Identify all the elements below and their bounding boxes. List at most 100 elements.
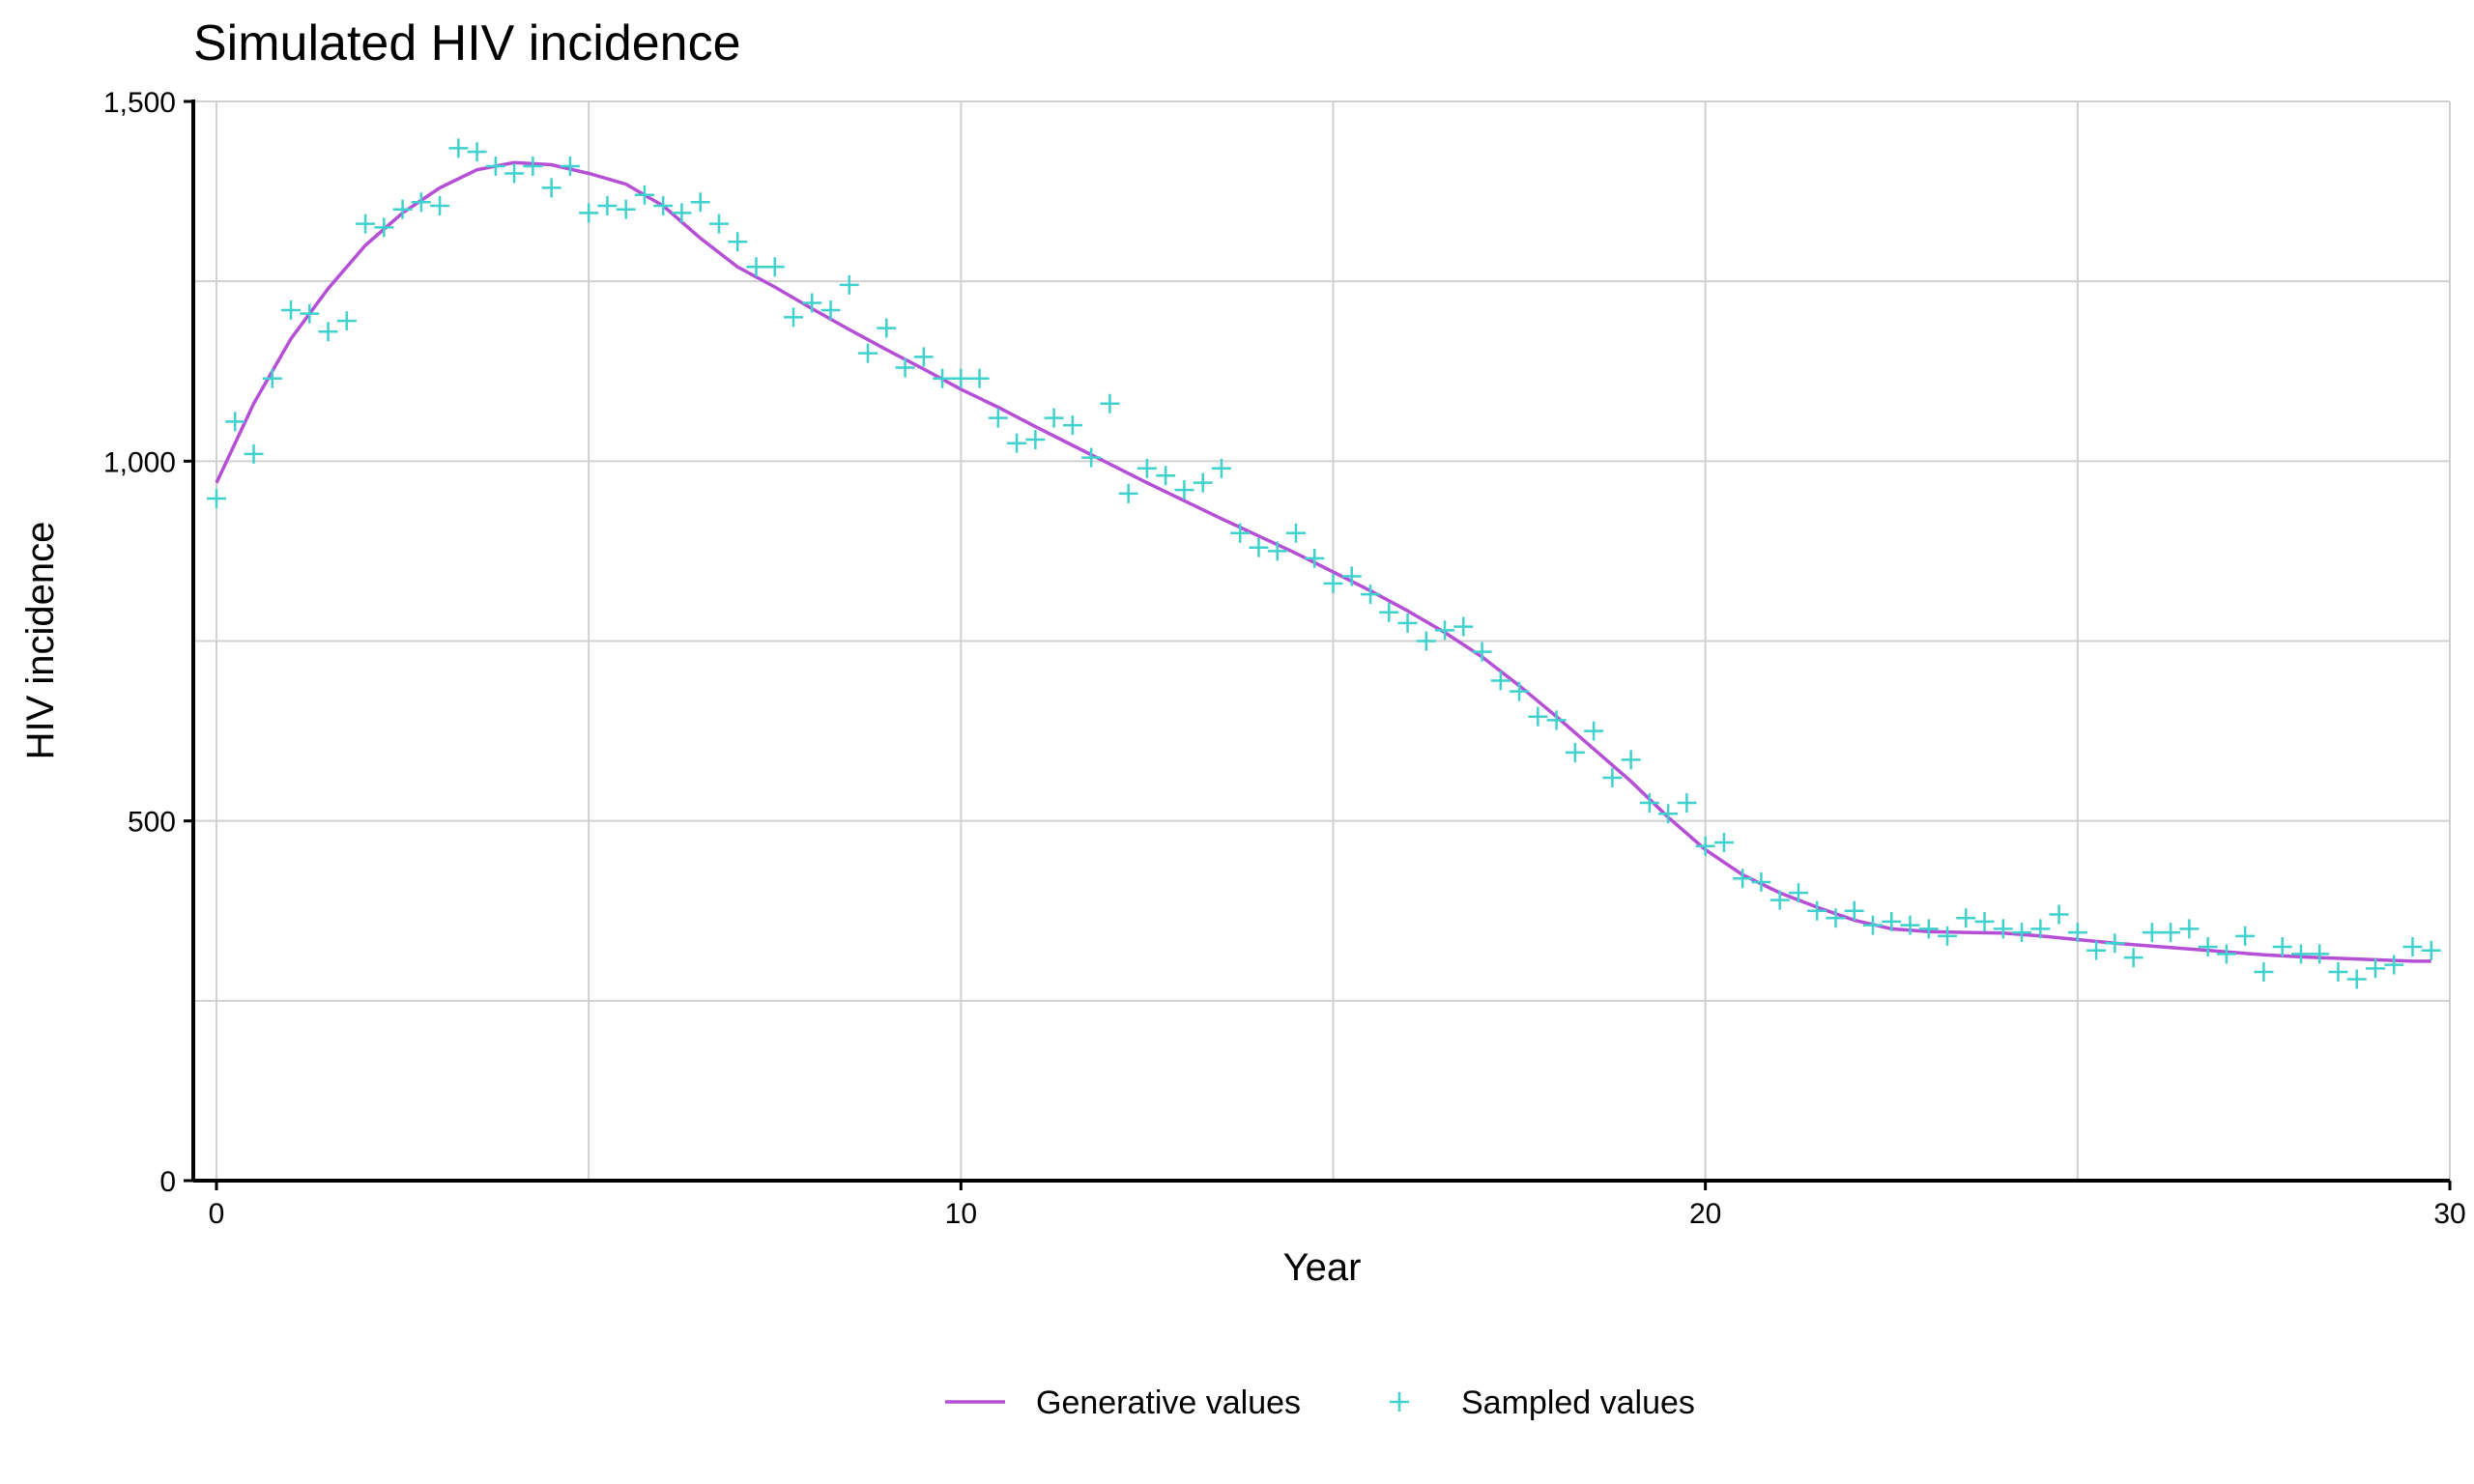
- sampled-point: [2328, 962, 2348, 983]
- gridlines: [193, 100, 2451, 1181]
- sampled-point: [1565, 742, 1585, 762]
- sampled-point: [2179, 919, 2200, 939]
- sampled-point: [2384, 955, 2404, 975]
- sampled-point: [2365, 958, 2385, 979]
- series-line-generative: [215, 160, 2431, 963]
- sampled-point: [1341, 566, 1362, 586]
- sampled-point: [820, 300, 841, 320]
- sampled-point: [1230, 523, 1251, 543]
- sampled-point: [913, 347, 934, 367]
- sampled-point: [300, 303, 320, 324]
- sampled-point: [1249, 537, 1269, 557]
- sampled-point: [2067, 923, 2087, 943]
- sampled-point: [1472, 642, 1492, 662]
- sampled-point: [411, 192, 431, 213]
- sampled-point: [1435, 620, 1455, 641]
- sampled-point: [1844, 900, 1864, 921]
- sampled-point: [523, 157, 543, 177]
- sampled-point: [1528, 706, 1548, 727]
- chart-title: Simulated HIV incidence: [193, 15, 741, 71]
- sampled-point: [1416, 631, 1436, 651]
- sampled-point: [2086, 940, 2107, 960]
- sampled-point: [2216, 944, 2236, 964]
- sampled-point: [858, 343, 878, 363]
- sampled-point: [895, 357, 915, 378]
- sampled-point: [1136, 458, 1157, 478]
- sampled-point: [1900, 915, 1920, 935]
- sampled-point: [1733, 869, 1753, 889]
- sampled-point: [1584, 721, 1604, 741]
- sampled-point: [2049, 904, 2069, 925]
- sampled-point: [746, 257, 766, 277]
- sampled-point: [1267, 541, 1287, 561]
- sampled-point: [1305, 548, 1325, 568]
- sampled-point: [1658, 804, 1679, 824]
- sampled-point: [690, 192, 710, 213]
- sampled-point: [2254, 962, 2274, 983]
- sampled-point: [1510, 681, 1530, 701]
- y-axis-label: HIV incidence: [19, 522, 62, 760]
- sampled-point: [485, 157, 505, 177]
- sampled-point: [1807, 900, 1827, 921]
- sampled-point: [1938, 926, 1958, 946]
- sampled-point: [2142, 923, 2162, 943]
- x-tick-label: 10: [945, 1198, 977, 1230]
- sampled-point: [504, 163, 525, 184]
- sampled-point: [560, 157, 580, 177]
- sampled-point: [244, 443, 264, 464]
- sampled-point: [448, 138, 469, 158]
- sampled-points: [207, 138, 2441, 989]
- sampled-point: [467, 142, 487, 162]
- sampled-point: [392, 199, 413, 219]
- sampled-point: [672, 203, 692, 223]
- sampled-point: [2012, 923, 2032, 943]
- sampled-point: [262, 368, 282, 388]
- sampled-point: [1025, 429, 1046, 449]
- legend-label-generative: Generative values: [1036, 1384, 1301, 1421]
- sampled-point: [207, 489, 226, 509]
- legend: Generative values Sampled values: [945, 1384, 1695, 1421]
- sampled-point: [839, 274, 859, 295]
- sampled-point: [1695, 836, 1715, 856]
- x-tick-label: 30: [2433, 1198, 2465, 1230]
- x-tick-label: 0: [209, 1198, 225, 1230]
- x-tick-label: 20: [1689, 1198, 1721, 1230]
- sampled-point: [2105, 933, 2125, 954]
- sampled-point: [969, 368, 990, 388]
- sampled-point: [2290, 944, 2311, 964]
- sampled-point: [1918, 919, 1939, 939]
- sampled-point: [1882, 911, 1902, 931]
- sampled-point: [374, 217, 394, 238]
- sampled-point: [1193, 472, 1213, 493]
- y-tick-label: 0: [159, 1166, 176, 1198]
- y-tick-label: 1,000: [103, 446, 176, 478]
- sampled-point: [2272, 936, 2292, 956]
- sampled-point: [336, 311, 357, 331]
- sampled-point: [1639, 793, 1659, 813]
- sampled-point: [430, 195, 450, 215]
- sampled-point: [1862, 915, 1883, 935]
- sampled-point: [1361, 585, 1381, 605]
- sampled-point: [1751, 871, 1771, 892]
- sampled-point: [1285, 523, 1306, 543]
- axes: [191, 100, 2450, 1183]
- sampled-point: [764, 257, 785, 277]
- sampled-point: [225, 412, 245, 432]
- sampled-point: [2123, 948, 2143, 968]
- sampled-point: [2030, 919, 2051, 939]
- y-tick-label: 500: [128, 807, 176, 839]
- sampled-point: [1769, 890, 1790, 910]
- sampled-point: [1546, 710, 1567, 730]
- sampled-point: [1062, 415, 1082, 436]
- sampled-point: [1826, 908, 1846, 928]
- sampled-point: [597, 195, 618, 215]
- sampled-point: [933, 368, 953, 388]
- sampled-point: [2310, 944, 2330, 964]
- sampled-point: [728, 232, 748, 252]
- sampled-point: [1379, 602, 1399, 622]
- sampled-point: [1211, 458, 1231, 478]
- sampled-point: [2346, 969, 2367, 989]
- sampled-point: [802, 293, 822, 313]
- sampled-point: [1044, 408, 1064, 428]
